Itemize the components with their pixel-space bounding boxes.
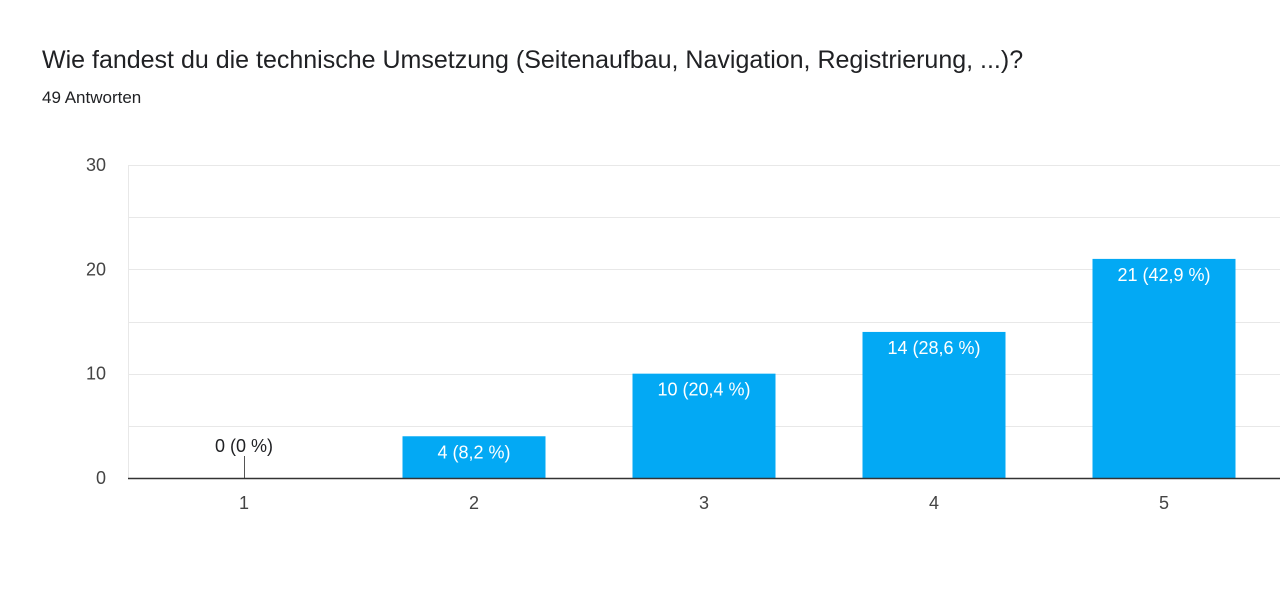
bar — [1092, 258, 1236, 478]
bar — [402, 436, 546, 478]
y-tick-label: 10 — [86, 364, 106, 384]
bars — [244, 258, 1236, 478]
bar — [862, 331, 1006, 478]
data-label: 14 (28,6 %) — [887, 338, 980, 358]
response-count: 49 Antworten — [42, 88, 142, 107]
x-tick-label: 3 — [699, 493, 709, 513]
y-tick-label: 30 — [86, 155, 106, 175]
data-label: 21 (42,9 %) — [1117, 265, 1210, 285]
x-tick-label: 4 — [929, 493, 939, 513]
data-label: 10 (20,4 %) — [657, 380, 750, 400]
x-tick-label: 2 — [469, 493, 479, 513]
bar — [632, 373, 776, 478]
question-title: Wie fandest du die technische Umsetzung … — [42, 46, 1024, 74]
data-label: 0 (0 %) — [215, 436, 273, 456]
x-tick-label: 5 — [1159, 493, 1169, 513]
y-tick-label: 20 — [86, 259, 106, 279]
x-tick-label: 1 — [239, 493, 249, 513]
y-tick-label: 0 — [96, 468, 106, 488]
data-label: 4 (8,2 %) — [437, 442, 510, 462]
labels: 0 10 20 30 1 0 (0 %) 2 4 (8,2 %) 3 10 (20,4 %) 4 14… — [86, 155, 1211, 513]
